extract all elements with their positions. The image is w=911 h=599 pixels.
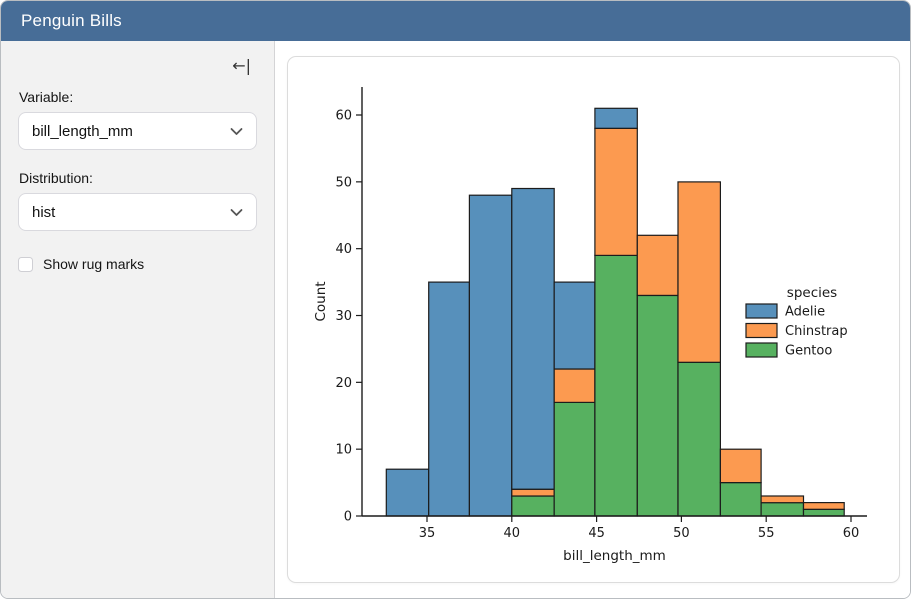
rug-checkbox[interactable] [18,256,33,272]
histogram-segment-gentoo [636,294,679,517]
x-tick-label: 50 [673,526,690,541]
histogram-segment-gentoo [760,502,805,517]
legend-label-adelie: Adelie [785,305,825,320]
y-tick-label: 0 [344,510,352,525]
sidebar-collapse-row: ←| [18,57,251,77]
x-tick-label: 60 [843,526,860,541]
plot-card: 0 10 20 30 40 50 60 35 40 45 50 55 60 Count bill_lengt… [287,56,900,583]
legend-title: species [787,285,837,301]
legend-swatch-chinstrap [745,322,778,339]
histogram-segment-gentoo [719,482,762,517]
distribution-select[interactable]: hist [18,193,257,231]
legend-label-gentoo: Gentoo [785,344,832,359]
histogram-segment-adelie [468,194,513,517]
histogram-segment-gentoo [553,401,596,517]
histogram-segment-gentoo [594,254,638,517]
sidebar: ←| Variable: bill_length_mm Distribution… [1,41,275,598]
y-tick-label: 40 [335,242,352,257]
legend-swatch-adelie [745,303,778,319]
histogram-segment-chinstrap [636,234,679,297]
histogram-segment-adelie [428,281,470,517]
y-tick-label: 20 [335,376,352,391]
histogram-segment-gentoo [677,361,722,517]
variable-select[interactable]: bill_length_mm [18,112,257,150]
rug-checkbox-label: Show rug marks [43,256,145,272]
distribution-label: Distribution: [19,170,93,186]
legend-label-chinstrap: Chinstrap [785,324,848,339]
y-tick-label: 60 [335,109,352,124]
histogram-segment-chinstrap [594,127,638,257]
histogram-segment-adelie [511,187,555,490]
legend-swatch-gentoo [745,342,778,358]
chevron-down-icon [230,127,243,136]
collapse-sidebar-icon[interactable]: ←| [232,56,251,75]
histogram-segment-adelie [385,468,430,517]
variable-select-value: bill_length_mm [32,122,133,140]
histogram-segment-chinstrap [553,368,596,404]
chevron-down-icon [230,208,243,217]
x-tick-label: 35 [419,526,436,541]
variable-label: Variable: [19,89,74,105]
histogram-segment-chinstrap [802,502,845,510]
histogram-segment-adelie [553,281,596,370]
histogram-chart: 0 10 20 30 40 50 60 35 40 45 50 55 60 Count bill_lengt… [313,87,867,564]
distribution-select-value: hist [32,203,56,221]
histogram-segment-chinstrap [719,448,762,484]
y-tick-label: 30 [335,309,352,324]
content-area: ←| Variable: bill_length_mm Distribution… [1,41,910,598]
y-tick-label: 10 [335,443,352,458]
histogram-segment-gentoo [802,508,845,517]
histogram-segment-chinstrap [677,181,722,363]
page-title: Penguin Bills [21,11,122,30]
x-tick-label: 40 [504,526,521,541]
histogram-segment-chinstrap [511,488,555,497]
histogram-segment-gentoo [511,495,555,517]
navbar: Penguin Bills [1,1,910,41]
rug-checkbox-row: Show rug marks [18,256,257,272]
x-tick-label: 45 [588,526,605,541]
main-panel: 0 10 20 30 40 50 60 35 40 45 50 55 60 Count bill_lengt… [275,41,910,598]
x-axis-label: bill_length_mm [563,548,666,564]
y-axis-label: Count [313,281,329,321]
x-tick-label: 55 [758,526,775,541]
histogram-segment-chinstrap [760,495,805,504]
histogram-segment-adelie [594,107,638,129]
y-tick-label: 50 [335,175,352,190]
